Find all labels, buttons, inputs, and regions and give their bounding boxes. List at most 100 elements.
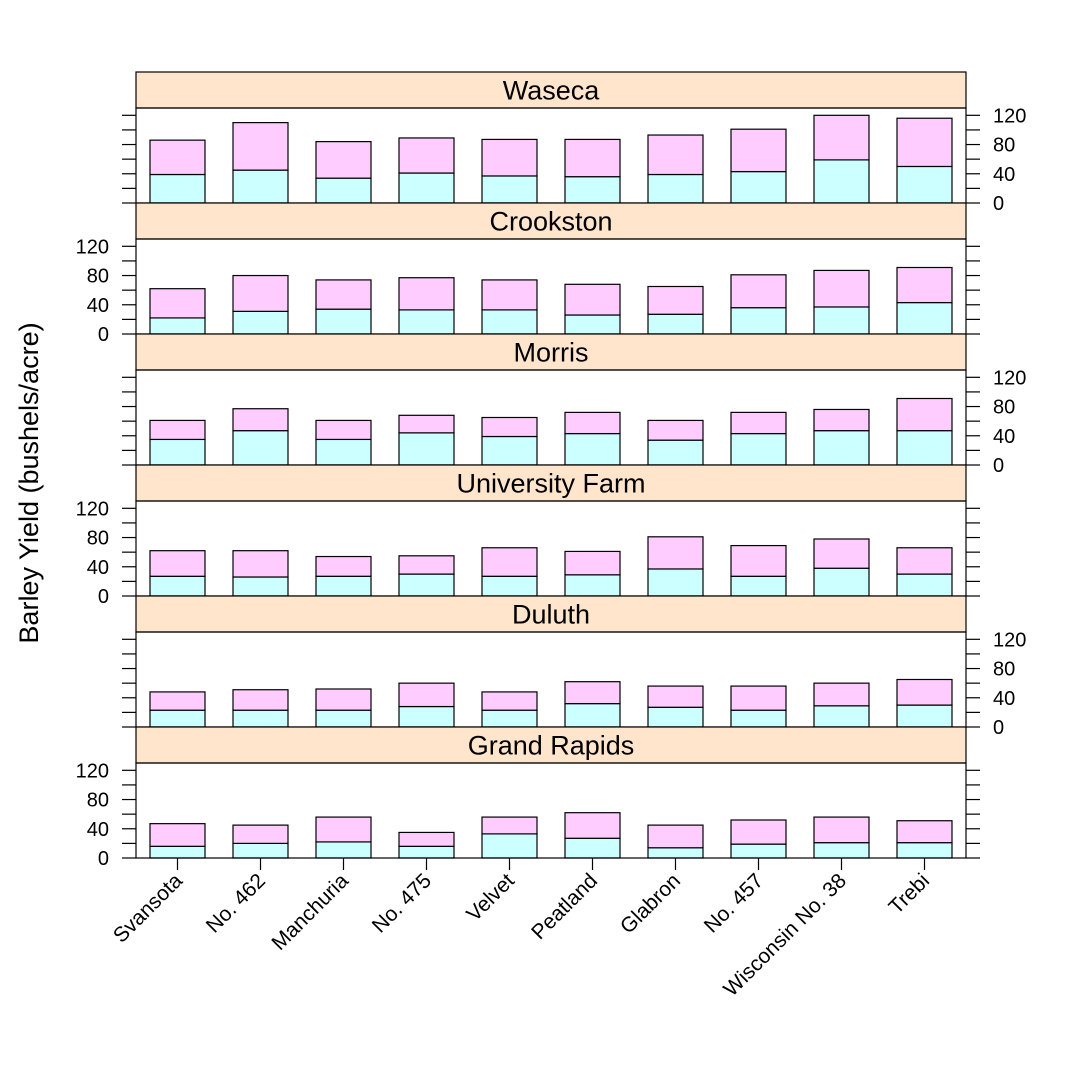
y-tick-label: 120 <box>76 498 109 520</box>
y-tick-label: 120 <box>993 105 1026 127</box>
bar-segment <box>232 310 289 335</box>
bar-segment <box>149 317 206 335</box>
y-tick-label: 40 <box>993 164 1015 186</box>
bar-segment <box>398 137 455 174</box>
bar-segment <box>647 313 704 335</box>
panel-title: Grand Rapids <box>468 731 635 761</box>
bar-segment <box>647 439 704 466</box>
bar-segment <box>813 114 870 161</box>
bar-segment <box>896 842 953 859</box>
bar-segment <box>730 432 787 466</box>
bar-segment <box>398 705 455 728</box>
bar-segment <box>647 706 704 728</box>
bar-segment <box>813 705 870 728</box>
y-tick-label: 120 <box>76 760 109 782</box>
y-tick-label: 80 <box>87 528 109 550</box>
bar-segment <box>813 408 870 432</box>
bar-segment <box>730 544 787 577</box>
bar-segment <box>398 309 455 335</box>
y-tick-label: 0 <box>993 455 1004 477</box>
bar-segment <box>730 709 787 728</box>
bar-segment <box>232 824 289 844</box>
bar-segment <box>481 547 538 577</box>
bar-segment <box>813 306 870 335</box>
bar-segment <box>896 547 953 575</box>
x-tick-label: No. 457 <box>700 869 768 937</box>
bar-segment <box>647 568 704 597</box>
panel-frame <box>135 762 967 859</box>
bar-segment <box>481 309 538 335</box>
x-tick-label: No. 462 <box>202 869 270 937</box>
bar-segment <box>896 573 953 597</box>
bar-segment <box>481 709 538 728</box>
y-tick-label: 0 <box>993 193 1004 215</box>
panel-crookston: Crookston 0 40 80 120 <box>76 202 980 346</box>
y-tick-label: 80 <box>993 659 1015 681</box>
bar-segment <box>398 277 455 311</box>
x-tick-label: Glabron <box>616 869 685 938</box>
bar-segment <box>315 177 372 204</box>
bar-segment <box>564 703 621 728</box>
bar-segment <box>149 691 206 711</box>
panel-strip <box>135 333 967 371</box>
bar-segment <box>149 139 206 176</box>
bar-segment <box>398 555 455 575</box>
bar-segment <box>564 314 621 335</box>
bar-segment <box>564 812 621 839</box>
bar-segment <box>564 681 621 705</box>
bar-segment <box>730 685 787 711</box>
panel-title: Duluth <box>512 600 590 630</box>
y-axis-label: Barley Yield (bushels/acre) <box>14 322 44 643</box>
bar-segment <box>481 816 538 835</box>
bar-segment <box>398 573 455 597</box>
bar-segment <box>481 279 538 311</box>
bar-segment <box>896 165 953 204</box>
bar-segment <box>647 685 704 708</box>
bar-segment <box>813 816 870 844</box>
bar-segment <box>481 691 538 711</box>
bar-segment <box>564 837 621 859</box>
bar-segment <box>481 416 538 438</box>
bar-segment <box>647 285 704 315</box>
bar-segment <box>232 550 289 578</box>
bar-segment <box>481 575 538 597</box>
x-tick-label: Peatland <box>527 869 602 944</box>
bar-segment <box>315 555 372 577</box>
bar-segment <box>647 419 704 441</box>
bar-segment <box>564 176 621 204</box>
y-tick-label: 0 <box>993 717 1004 739</box>
y-tick-label: 80 <box>87 790 109 812</box>
bar-segment <box>398 845 455 859</box>
bar-segment <box>647 536 704 570</box>
bar-segment <box>647 824 704 849</box>
bar-segment <box>232 408 289 432</box>
bar-segment <box>647 134 704 176</box>
bar-segment <box>896 117 953 168</box>
y-tick-label: 80 <box>993 135 1015 157</box>
bar-segment <box>564 283 621 316</box>
bar-segment <box>149 550 206 577</box>
panel-grand-rapids: Grand Rapids 0 40 80 120 <box>76 726 980 870</box>
bar-segment <box>896 430 953 466</box>
bar-segment <box>315 816 372 843</box>
bar-segment <box>896 301 953 335</box>
x-tick-label: Svansota <box>109 869 187 947</box>
panel-title: Morris <box>514 338 589 368</box>
bar-segment <box>564 550 621 576</box>
bar-segment <box>481 833 538 859</box>
panel-title: Waseca <box>503 76 601 106</box>
bar-segment <box>149 823 206 847</box>
y-tick-label: 40 <box>87 819 109 841</box>
bar-segment <box>896 266 953 304</box>
bar-segment <box>232 169 289 204</box>
panel-strip <box>135 595 967 633</box>
y-tick-label: 40 <box>87 295 109 317</box>
bar-segment <box>149 419 206 441</box>
bar-segment <box>481 435 538 466</box>
x-tick-label: No. 475 <box>368 869 436 937</box>
bar-segment <box>481 138 538 177</box>
y-tick-label: 120 <box>993 629 1026 651</box>
bar-segment <box>149 845 206 859</box>
panel-title: University Farm <box>456 469 645 499</box>
